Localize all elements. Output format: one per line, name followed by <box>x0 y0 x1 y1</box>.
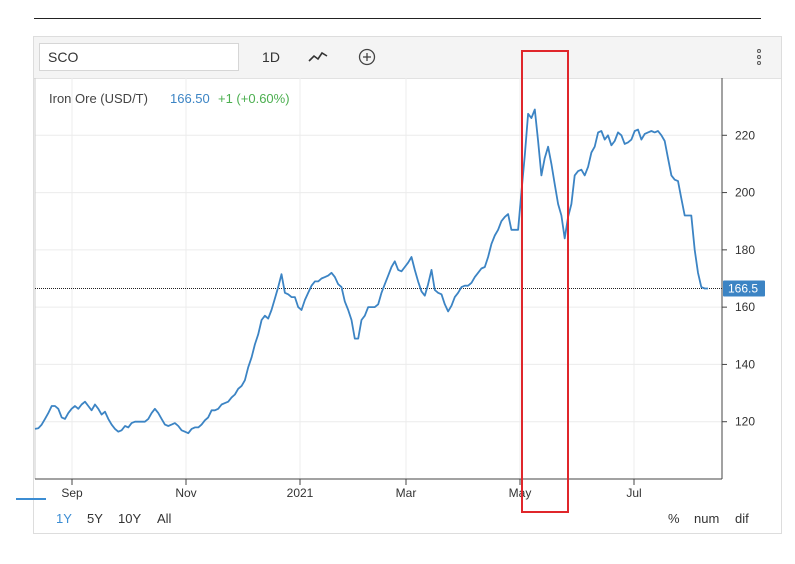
y-axis-ticks: 120 140 160 180 200 220 <box>722 128 755 429</box>
interval-button[interactable]: 1D <box>262 49 280 65</box>
y-tick-label: 160 <box>735 300 755 314</box>
range-button-5y[interactable]: 5Y <box>87 511 103 526</box>
legend: Iron Ore (USD/T) 166.50 +1 (+0.60%) <box>49 91 290 106</box>
symbol-search-input[interactable] <box>39 43 239 71</box>
top-divider <box>34 18 761 19</box>
range-bar: 1Y 5Y 10Y All % num dif <box>34 507 781 533</box>
kebab-dot <box>757 55 761 59</box>
x-tick-label: Nov <box>175 486 196 500</box>
series-line-iron-ore <box>34 108 708 435</box>
y-tick-label: 140 <box>735 357 755 371</box>
line-chart-icon-glyph <box>308 51 328 62</box>
legend-change: +1 (+0.60%) <box>218 91 290 106</box>
range-button-10y[interactable]: 10Y <box>118 511 142 526</box>
highlight-annotation-box <box>521 50 569 513</box>
current-price-tag-bg <box>723 280 765 297</box>
kebab-menu-icon[interactable] <box>757 49 761 67</box>
plus-circle-icon[interactable] <box>355 45 379 69</box>
range-button-all[interactable]: All <box>157 511 172 526</box>
y-tick-label: 120 <box>735 415 755 429</box>
x-tick-label: Jul <box>626 486 641 500</box>
grid <box>35 78 722 479</box>
x-tick-label: 2021 <box>287 486 314 500</box>
y-tick-label: 220 <box>735 128 755 142</box>
x-axis-ticks: Sep Nov 2021 Mar May Jul <box>61 479 642 500</box>
scale-button-num[interactable]: num <box>694 511 720 526</box>
scale-button-dif[interactable]: dif <box>735 511 749 526</box>
kebab-dot <box>757 49 761 53</box>
chart-widget: 1D 120 140 160 180 200 220 Sep Nov 2021 Mar May Ju… <box>33 36 782 534</box>
range-button-1y[interactable]: 1Y <box>56 511 72 526</box>
legend-series-name: Iron Ore (USD/T) <box>49 91 148 106</box>
x-tick-label: Mar <box>396 486 417 500</box>
legend-price: 166.50 <box>170 91 210 106</box>
plus-circle-icon-glyph <box>358 48 376 66</box>
y-tick-label: 180 <box>735 243 755 257</box>
current-price-tag: 166.5 <box>723 280 765 297</box>
active-range-underline <box>16 498 46 500</box>
line-chart-icon[interactable] <box>306 45 330 69</box>
price-chart[interactable]: 120 140 160 180 200 220 Sep Nov 2021 Mar May Jul 1… <box>34 37 781 507</box>
y-tick-label: 200 <box>735 186 755 200</box>
kebab-dot <box>757 61 761 65</box>
chart-toolbar: 1D <box>34 37 781 79</box>
x-tick-label: Sep <box>61 486 83 500</box>
scale-button-percent[interactable]: % <box>668 511 680 526</box>
current-price-label: 166.5 <box>728 282 758 296</box>
x-tick-label: May <box>509 486 532 500</box>
